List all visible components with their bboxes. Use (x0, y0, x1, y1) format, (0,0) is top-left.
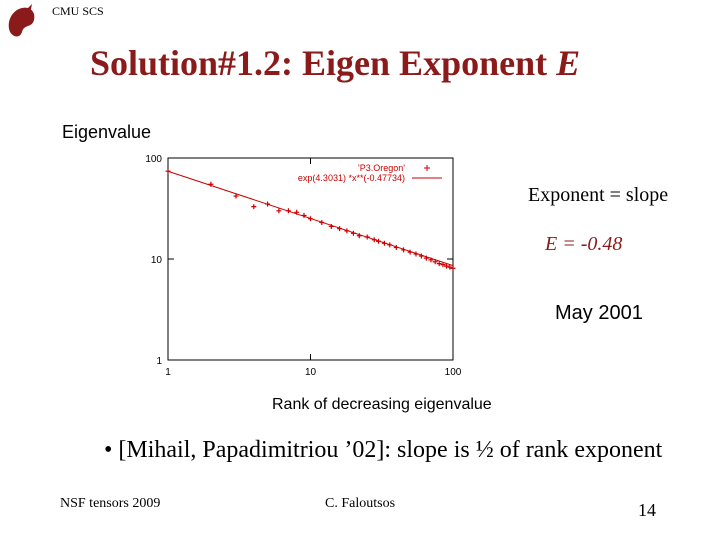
data-point (381, 240, 387, 246)
data-point (407, 249, 413, 255)
x-axis-label: Rank of decreasing eigenvalue (272, 396, 492, 413)
data-point (165, 168, 171, 174)
page-number: 14 (638, 500, 656, 520)
data-point (413, 251, 419, 257)
data-point (308, 216, 313, 222)
legend-swatch (424, 165, 430, 171)
x-tick-label: 10 (305, 367, 317, 378)
estimate-note: E = -0.48 (545, 233, 623, 255)
data-point (375, 238, 381, 244)
data-point (294, 209, 300, 215)
data-point (401, 247, 407, 253)
data-point (432, 259, 438, 265)
y-tick-label: 100 (145, 154, 162, 165)
plot-frame (167, 157, 454, 361)
legend-label: 'P3.Oregon' (358, 163, 405, 173)
org: CMU SCS (52, 4, 104, 18)
data-point (443, 263, 449, 269)
data-point (265, 201, 271, 207)
title: Solution#1.2: Eigen Exponent E (90, 42, 580, 84)
data-point (337, 226, 343, 232)
data-point (208, 181, 214, 187)
title-var: E (556, 43, 581, 83)
data-point (328, 223, 334, 229)
x-tick-label: 1 (165, 367, 171, 378)
data-point (344, 228, 350, 234)
y-tick-label: 1 (156, 356, 162, 367)
data-point (436, 261, 442, 267)
bullet-text: [Mihail, Papadimitriou ’02]: slope is ½ … (118, 437, 663, 463)
data-point (428, 257, 434, 263)
data-point (319, 219, 325, 225)
data-point (450, 265, 456, 271)
data-point (418, 253, 424, 259)
data-point (364, 234, 370, 240)
footer-left: NSF tensors 2009 (60, 496, 161, 511)
title-text: Solution#1.2: Eigen Exponent (90, 43, 548, 83)
data-point (350, 230, 356, 236)
data-point (251, 204, 257, 210)
data-point (387, 242, 393, 248)
fit-line (167, 170, 454, 267)
data-point (393, 244, 399, 250)
data-point (356, 233, 362, 239)
data-point (285, 208, 291, 214)
data-point (233, 193, 239, 199)
exponent-note: Exponent = slope (528, 184, 669, 206)
legend-label: exp(4.3031) *x**(-0.47734) (298, 173, 405, 183)
date-note: May 2001 (555, 302, 643, 324)
data-point (423, 255, 429, 261)
data-point (440, 262, 446, 268)
data-point (276, 208, 282, 214)
footer-center: C. Faloutsos (325, 496, 396, 511)
data-point (371, 237, 377, 243)
data-point (447, 264, 453, 270)
bullet: • [Mihail, Papadimitriou ’02]: slope is … (104, 437, 663, 463)
data-point (301, 212, 307, 218)
logo (8, 4, 35, 37)
y-axis-label: Eigenvalue (62, 122, 152, 142)
y-tick-label: 10 (151, 255, 163, 266)
x-tick-label: 100 (445, 367, 462, 378)
